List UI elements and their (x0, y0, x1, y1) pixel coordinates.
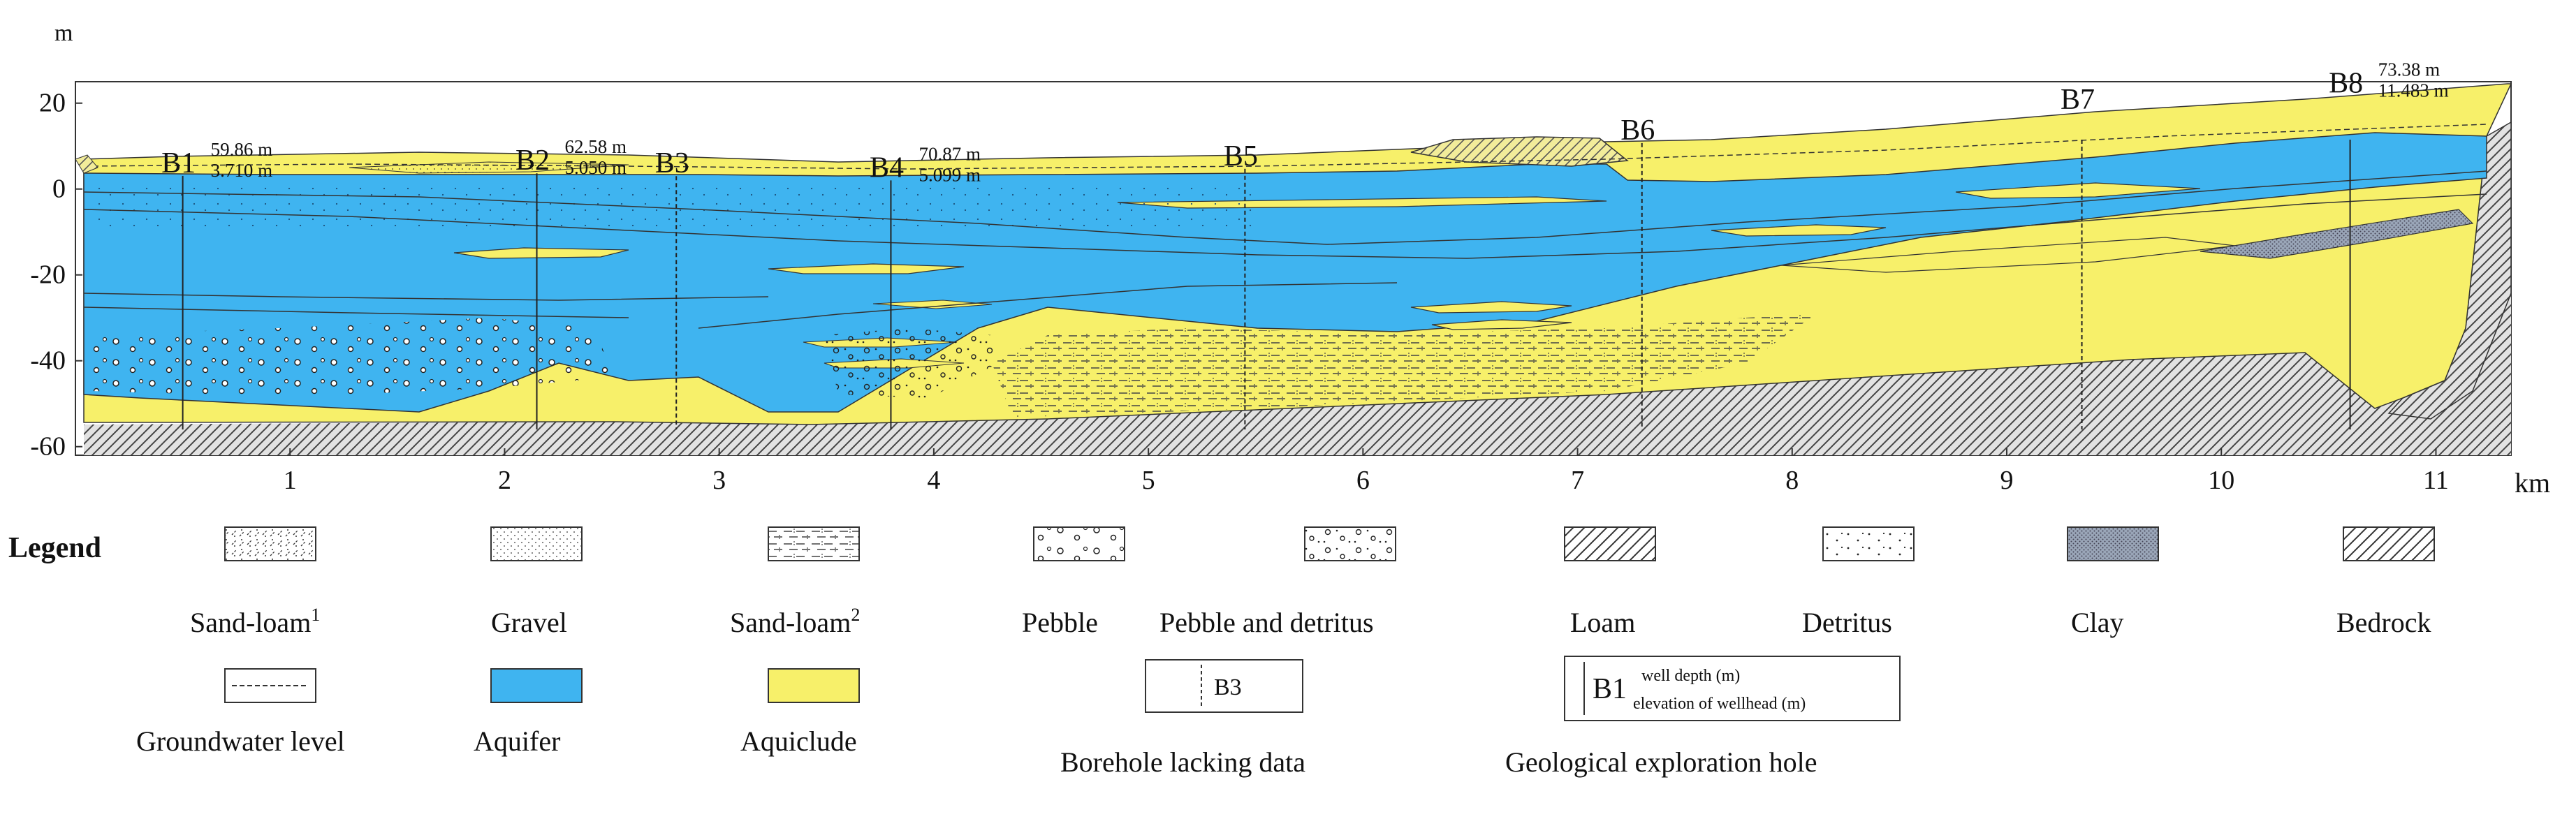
legend-swatch-detritus (1822, 526, 1915, 561)
x-tick-label: 3 (712, 466, 726, 495)
legend-swatch-aquifer (490, 668, 583, 703)
legend-title: Legend (8, 532, 101, 564)
y-tick-label: 20 (39, 89, 66, 118)
x-tick-label: 9 (2000, 466, 2014, 495)
borehole-elevation-b1: 3.710 m (211, 160, 273, 181)
borehole-label-b3: B3 (655, 147, 689, 179)
legend-sample-well-depth: well depth (m) (1641, 667, 1740, 685)
borehole-label-b7: B7 (2061, 84, 2095, 116)
legend-swatch-exploration-hole (1564, 656, 1901, 721)
legend-sample-b3: B3 (1214, 674, 1242, 700)
x-tick-label: 7 (1571, 466, 1584, 495)
boreholes: B1 59.86 m3.710 m B2 62.58 m5.050 m B3 B4 70.8… (161, 59, 2449, 430)
loam-hump (1410, 136, 1629, 167)
left-surface-edge (75, 154, 98, 174)
x-tick-label: 11 (2423, 466, 2449, 495)
aquiclude-lens (1410, 301, 1572, 313)
pebble-zone-mid (824, 328, 999, 398)
x-tick-label: 5 (1142, 466, 1155, 495)
aquiclude-lens (872, 300, 993, 309)
legend-sample-b1: B1 (1593, 673, 1627, 705)
legend-swatch-aquiclude (768, 668, 860, 703)
legend-label-clay: Clay (2071, 607, 2124, 638)
borehole-depth-b8: 73.38 m (2378, 59, 2440, 80)
aquiclude-lens (768, 263, 965, 274)
borehole-elevation-b2: 5.050 m (565, 157, 627, 178)
y-axis: 20 0 -20 -40 -60 (30, 89, 82, 462)
strata-lines (83, 170, 2487, 329)
x-tick-label: 2 (498, 466, 511, 495)
y-tick-label: -20 (30, 260, 66, 290)
legend-swatch-clay (2067, 526, 2159, 561)
borehole-label-b8: B8 (2329, 68, 2363, 100)
legend-swatch-bedrock (2343, 526, 2435, 561)
x-tick-label: 4 (927, 466, 940, 495)
borehole-elevation-b4: 5.099 m (919, 164, 981, 185)
legend-label-pebble: Pebble (1022, 607, 1098, 638)
legend-label-sand-loam-1: Sand-loam1 (190, 605, 320, 638)
detritus-zone-upper (91, 182, 1257, 230)
legend-sample-wellhead: elevation of wellhead (m) (1633, 695, 1806, 713)
legend-swatch-sand-loam-2 (768, 526, 860, 561)
borehole-label-b5: B5 (1224, 140, 1258, 172)
borehole-depth-b1: 59.86 m (211, 139, 273, 160)
aquiclude-lens (1711, 224, 1887, 237)
legend-swatch-loam (1564, 526, 1656, 561)
legend-label-bedrock: Bedrock (2336, 607, 2431, 638)
y-axis-unit: m (54, 20, 73, 46)
y-tick-label: -60 (30, 432, 66, 462)
borehole-depth-b2: 62.58 m (565, 136, 627, 157)
x-tick-label: 10 (2208, 466, 2234, 495)
cross-section-layers (75, 83, 2512, 455)
legend: Legend Sand-loam1 Gravel Sand-loam2 Pebb… (8, 526, 2435, 778)
legend-label-aquiclude: Aquiclude (740, 725, 857, 757)
borehole-elevation-b8: 11.483 m (2378, 80, 2449, 101)
legend-swatch-borehole-lacking (1145, 659, 1303, 713)
x-tick-label: 8 (1785, 466, 1799, 495)
y-tick-label: 0 (52, 175, 66, 204)
legend-label-aquifer: Aquifer (474, 725, 560, 757)
legend-swatch-pebble (1033, 526, 1125, 561)
borehole-label-b2: B2 (515, 145, 550, 177)
bedrock-base (84, 161, 2511, 455)
borehole-label-b1: B1 (161, 147, 196, 179)
pebble-zone-left (91, 318, 615, 394)
gravel-lens (349, 161, 629, 174)
legend-label-groundwater-level: Groundwater level (136, 725, 345, 757)
y-tick-label: -40 (30, 346, 66, 376)
legend-swatch-sand-loam-1 (224, 526, 316, 561)
x-axis-unit: km (2515, 467, 2550, 499)
borehole-depth-b4: 70.87 m (919, 143, 981, 164)
legend-label-borehole-lacking: Borehole lacking data (1060, 746, 1305, 778)
x-tick-label: 1 (284, 466, 297, 495)
legend-label-loam: Loam (1570, 607, 1635, 638)
aquiclude-lens (1431, 319, 1572, 330)
x-axis: 1 2 3 4 5 6 7 8 9 10 11 (284, 448, 2449, 495)
legend-label-exploration-hole: Geological exploration hole (1505, 746, 1817, 778)
aquiclude-lens (453, 247, 629, 259)
legend-swatch-gravel (490, 526, 583, 561)
clay-lens (2200, 209, 2474, 259)
legend-label-pebble-detritus: Pebble and detritus (1159, 607, 1374, 638)
x-tick-label: 6 (1356, 466, 1370, 495)
groundwater-level-line (83, 124, 2487, 170)
legend-swatch-pebble-detritus (1304, 526, 1396, 561)
sand-loam-2-zone (992, 314, 1816, 418)
borehole-label-b4: B4 (870, 152, 904, 184)
legend-label-detritus: Detritus (1802, 607, 1892, 638)
legend-label-gravel: Gravel (491, 607, 567, 638)
legend-label-sand-loam-2: Sand-loam2 (730, 605, 860, 638)
aquiclude-lens (1955, 182, 2201, 199)
borehole-label-b6: B6 (1620, 115, 1655, 147)
